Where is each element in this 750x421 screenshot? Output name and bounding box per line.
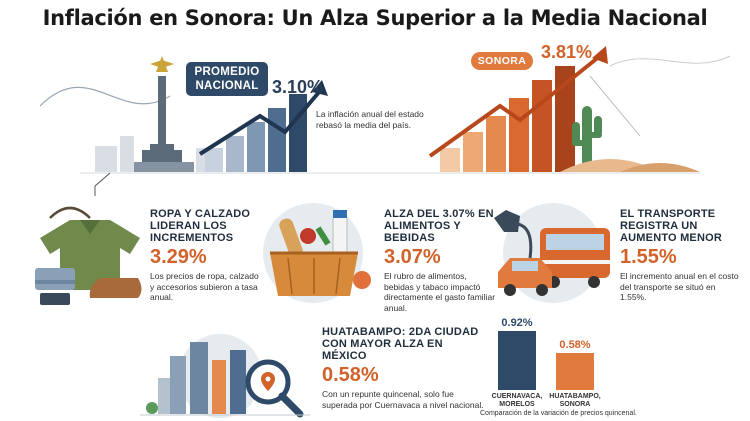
hero-section bbox=[0, 36, 750, 196]
hero-illustration bbox=[39, 46, 731, 196]
card-alimentos-value: 3.07% bbox=[384, 246, 441, 268]
card-alimentos-heading: ALZA DEL 3.07% EN ALIMENTOS Y BEBIDAS bbox=[384, 208, 494, 244]
card-ropa-desc: Los precios de ropa, calzado y accesorio… bbox=[150, 271, 259, 302]
nacional-value: 3.10% bbox=[272, 77, 324, 97]
chart-category-label-1: CUERNAVACA, MORELOS bbox=[491, 393, 543, 408]
card-transporte-value: 1.55% bbox=[620, 246, 677, 268]
nacional-label: PROMEDIO NACIONAL bbox=[186, 62, 268, 96]
huatabampo-value: 0.58% bbox=[322, 364, 379, 386]
sonora-bars-graphic bbox=[428, 46, 641, 172]
huatabampo-section: HUATABAMPO: 2DA CIUDAD CON MAYOR ALZA EN… bbox=[0, 316, 750, 421]
chart-value-label-2: 0.58% bbox=[559, 339, 591, 351]
card-alimentos: ALZA DEL 3.07% EN ALIMENTOS Y BEBIDAS 3.… bbox=[258, 198, 498, 316]
sonora-value: 3.81% bbox=[541, 42, 593, 62]
nacional-note: La inflación anual del estado rebasó la … bbox=[316, 109, 424, 130]
card-transporte-desc: El incremento anual en el costo del tran… bbox=[620, 271, 739, 302]
monument-icon bbox=[130, 56, 194, 172]
chart-bar-2 bbox=[556, 353, 594, 390]
chart-value-label-1: 0.92% bbox=[501, 317, 533, 329]
chart-caption: Comparación de la variación de precios q… bbox=[480, 410, 637, 417]
sonora-label: SONORA bbox=[471, 52, 533, 70]
clothing-icon bbox=[35, 206, 142, 305]
nacional-bars-graphic bbox=[198, 80, 328, 172]
page-title: Inflación en Sonora: Un Alza Superior a … bbox=[42, 6, 708, 30]
card-ropa-value: 3.29% bbox=[150, 246, 207, 268]
transport-icon bbox=[494, 203, 610, 303]
card-transporte: EL TRANSPORTE REGISTRA UN AUMENTO MENOR … bbox=[490, 198, 740, 316]
huatabampo-desc: Con un repunte quincenal, solo fue super… bbox=[322, 389, 484, 410]
city-magnifier-icon bbox=[140, 334, 310, 418]
huatabampo-heading: HUATABAMPO: 2DA CIUDAD CON MAYOR ALZA EN… bbox=[322, 326, 479, 362]
comparison-bar-chart: 0.92% CUERNAVACA, MORELOS 0.58% HUATABAMPO,… bbox=[480, 316, 650, 420]
card-ropa-heading: ROPA Y CALZADO LIDERAN LOS INCREMENTOS bbox=[150, 208, 251, 244]
groceries-icon bbox=[263, 203, 371, 303]
chart-bar-1 bbox=[498, 331, 536, 390]
card-alimentos-desc: El rubro de alimentos, bebidas y tabaco … bbox=[384, 271, 496, 313]
card-ropa: ROPA Y CALZADO LIDERAN LOS INCREMENTOS 3… bbox=[30, 198, 260, 316]
cactus-icon bbox=[572, 106, 602, 172]
card-transporte-heading: EL TRANSPORTE REGISTRA UN AUMENTO MENOR bbox=[620, 208, 723, 244]
chart-category-label-2: HUATABAMPO, SONORA bbox=[549, 393, 601, 408]
